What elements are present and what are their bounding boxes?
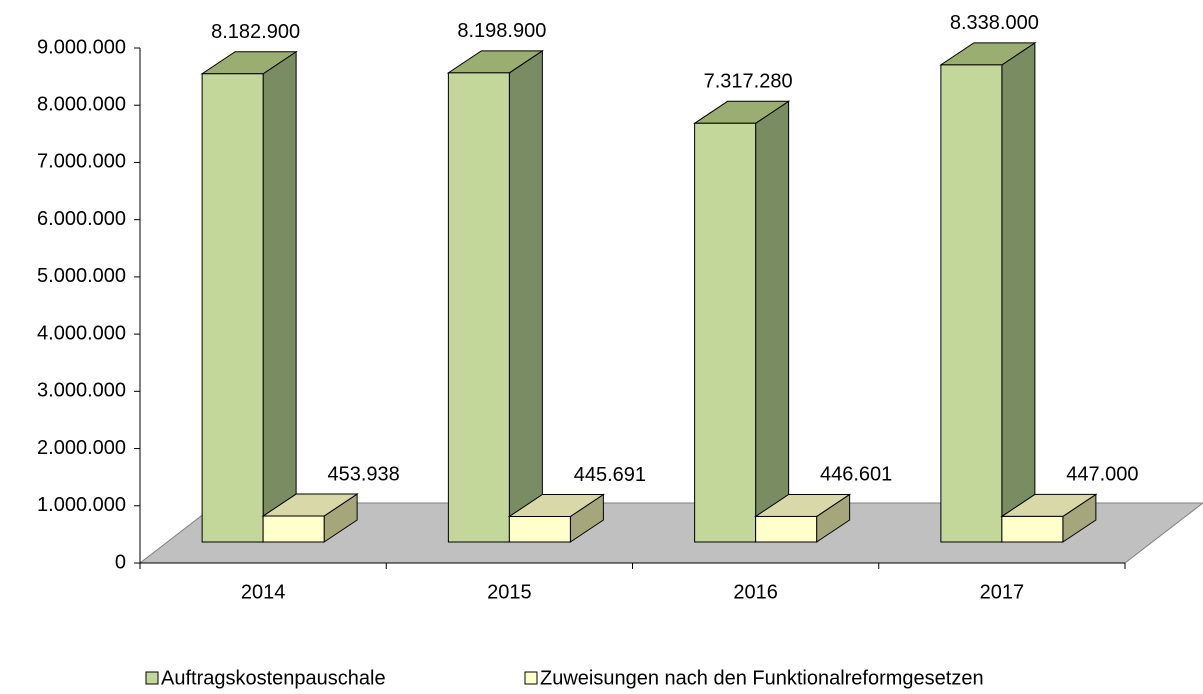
y-tick-label: 2.000.000	[37, 437, 126, 459]
data-label: 446.601	[820, 464, 892, 486]
x-tick-label: 2014	[241, 581, 286, 603]
bar	[201, 73, 264, 543]
bar	[755, 515, 818, 543]
x-tick-label: 2016	[733, 581, 778, 603]
y-tick-label: 3.000.000	[37, 380, 126, 402]
bar-side	[508, 49, 543, 543]
bar-side	[262, 50, 297, 543]
bar-side	[755, 100, 790, 543]
data-label: 447.000	[1066, 464, 1138, 486]
legend-swatch	[145, 671, 159, 685]
y-tick-label: 0	[115, 551, 126, 573]
legend-label: Auftragskostenpauschale	[161, 667, 386, 689]
y-tick-label: 1.000.000	[37, 494, 126, 516]
x-tick-label: 2015	[487, 581, 532, 603]
bar	[694, 122, 757, 543]
bar	[447, 72, 510, 543]
y-tick-label: 4.000.000	[37, 322, 126, 344]
y-tick-label: 5.000.000	[37, 265, 126, 287]
data-label: 7.317.280	[704, 71, 793, 93]
data-label: 8.198.900	[457, 20, 546, 42]
y-tick-label: 6.000.000	[37, 208, 126, 230]
y-tick-label: 7.000.000	[37, 151, 126, 173]
x-tick-label: 2017	[980, 581, 1025, 603]
bar	[262, 515, 325, 543]
data-label: 8.338.000	[950, 12, 1039, 34]
bar	[508, 515, 571, 543]
legend-swatch	[524, 671, 538, 685]
bar	[1001, 515, 1064, 543]
y-tick-label: 8.000.000	[37, 94, 126, 116]
bar-side	[1001, 41, 1036, 543]
data-label: 8.182.900	[211, 21, 300, 43]
bar	[940, 64, 1003, 543]
data-label: 445.691	[574, 464, 646, 486]
legend-label: Zuweisungen nach den Funktionalreformges…	[540, 667, 984, 689]
data-label: 453.938	[327, 463, 399, 485]
y-tick-label: 9.000.000	[37, 36, 126, 58]
